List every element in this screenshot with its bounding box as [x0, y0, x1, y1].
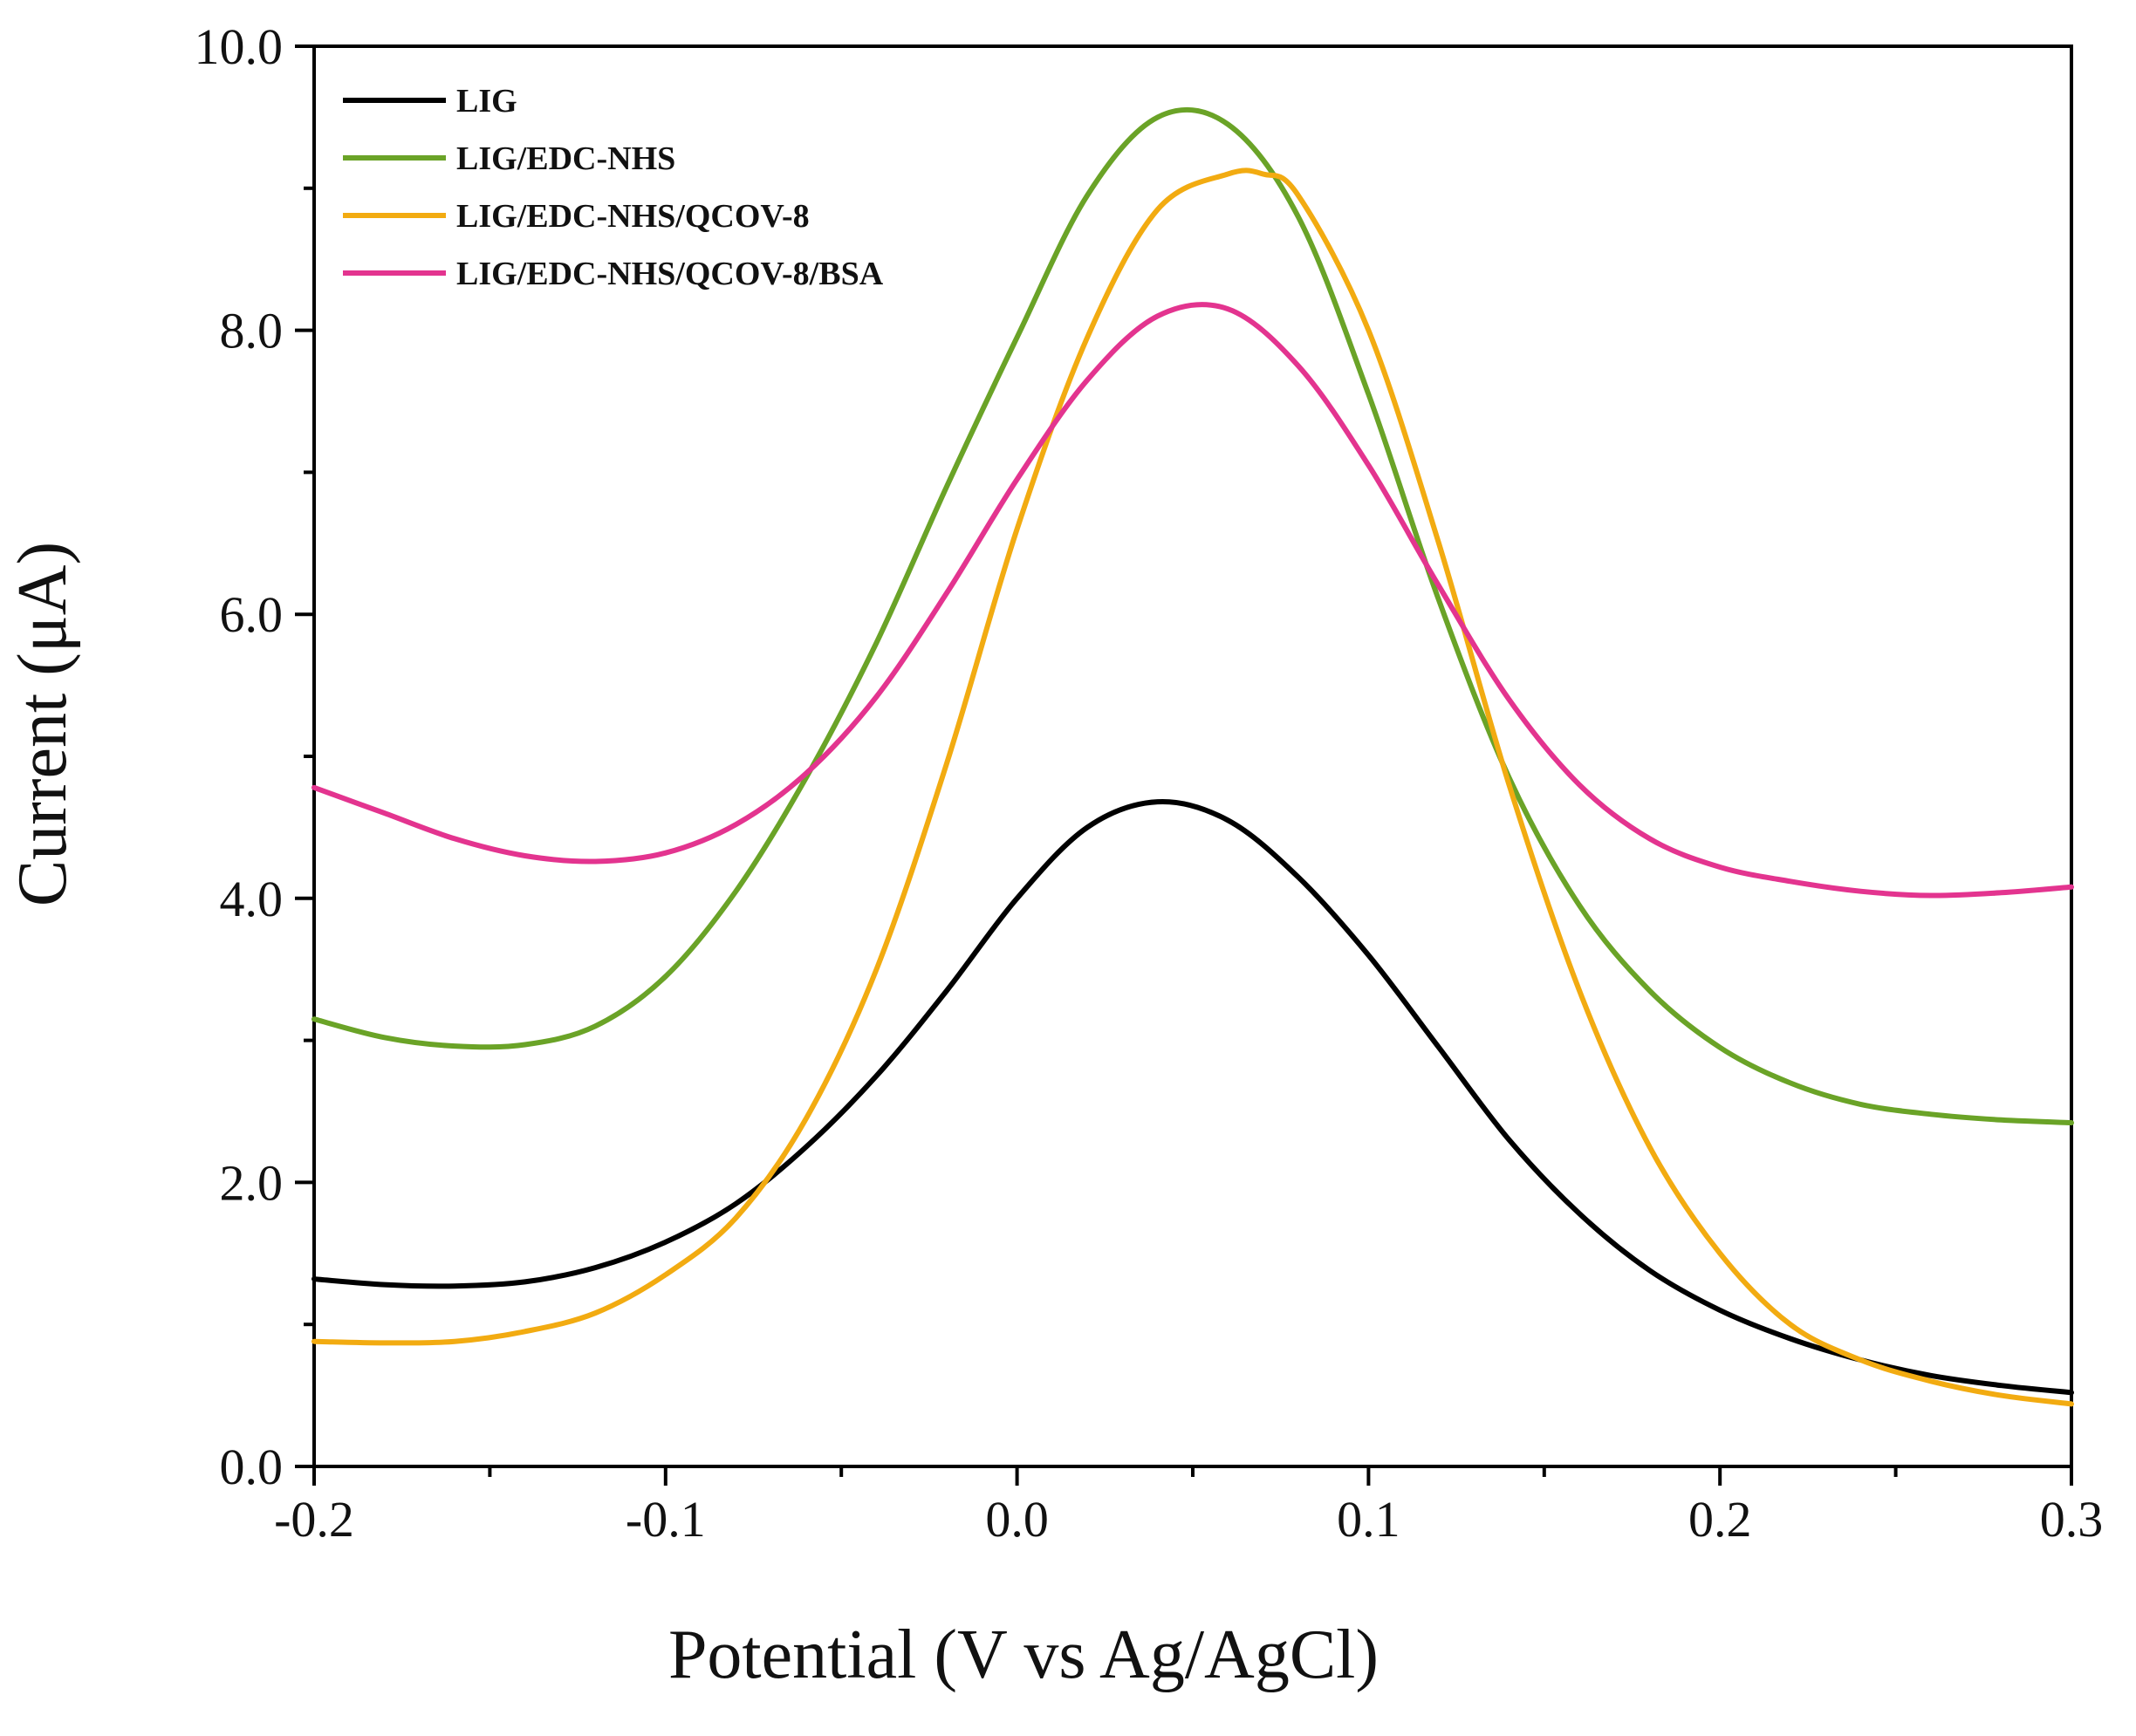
y-axis-title: Current (μA): [4, 542, 81, 906]
x-axis-ticks: -0.2 -0.1 0.0 0.1 0.2 0.3: [274, 1466, 2103, 1548]
x-axis-title: Potential (V vs Ag/AgCl): [668, 1616, 1379, 1693]
legend: LIG LIG/EDC-NHS LIG/EDC-NHS/QCOV-8 LIG/EDC-…: [343, 83, 884, 292]
x-tick-label: 0.3: [2040, 1491, 2104, 1548]
legend-label: LIG/EDC-NHS/QCOV-8/BSA: [456, 256, 884, 292]
x-tick-label: 0.2: [1688, 1491, 1752, 1548]
y-tick-label: 10.0: [195, 18, 284, 75]
y-axis-ticks: 0.0 2.0 4.0 6.0 8.0 10.0: [195, 18, 314, 1495]
series-line-lig-edc-nhs: [312, 106, 2074, 1125]
y-tick-label: 2.0: [220, 1154, 284, 1211]
x-tick-label: 0.0: [985, 1491, 1049, 1548]
y-tick-label: 8.0: [220, 303, 284, 359]
legend-label: LIG/EDC-NHS/QCOV-8: [456, 198, 810, 235]
y-tick-label: 6.0: [220, 586, 284, 643]
series-line-lig-edc-nhs-qcov-8-bsa: [312, 302, 2074, 899]
legend-label: LIG: [456, 83, 517, 120]
x-tick-label: 0.1: [1337, 1491, 1400, 1548]
x-tick-label: -0.1: [626, 1491, 706, 1548]
y-tick-label: 0.0: [220, 1439, 284, 1495]
series-line-lig-edc-nhs-qcov-8: [312, 167, 2074, 1407]
y-tick-label: 4.0: [220, 871, 284, 927]
x-tick-label: -0.2: [274, 1491, 354, 1548]
legend-label: LIG/EDC-NHS: [456, 140, 675, 177]
series-line-lig: [312, 798, 2074, 1396]
series-layer: [312, 106, 2074, 1407]
